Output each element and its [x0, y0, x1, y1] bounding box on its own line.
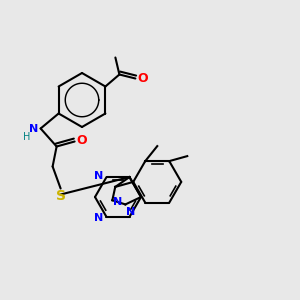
- Text: N: N: [29, 124, 39, 134]
- Text: N: N: [113, 197, 123, 207]
- Text: H: H: [23, 131, 31, 142]
- Text: N: N: [94, 213, 104, 223]
- Text: O: O: [76, 134, 87, 147]
- Text: O: O: [137, 72, 148, 85]
- Text: N: N: [126, 207, 136, 218]
- Text: S: S: [56, 190, 66, 203]
- Text: N: N: [94, 171, 104, 181]
